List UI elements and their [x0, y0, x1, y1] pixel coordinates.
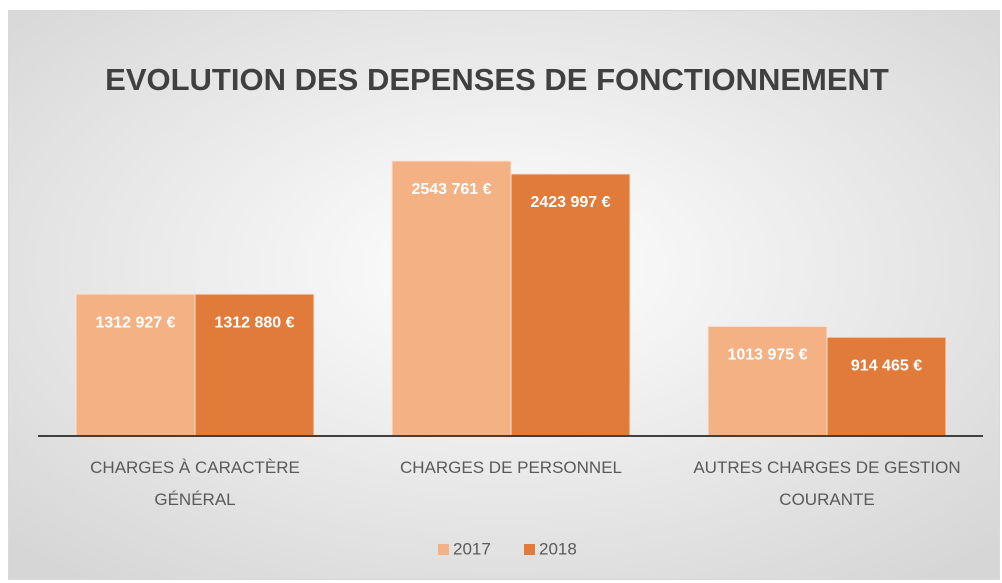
data-label: 2423 997 €	[530, 194, 610, 211]
bar	[75, 293, 196, 437]
chart-title: EVOLUTION DES DEPENSES DE FONCTIONNEMENT	[105, 62, 889, 97]
bar	[510, 173, 631, 437]
bar	[826, 336, 947, 437]
data-label: 1312 880 €	[214, 314, 294, 331]
bar	[391, 160, 512, 437]
data-label: 2543 761 €	[411, 181, 491, 198]
bar	[707, 325, 828, 437]
data-label: 914 465 €	[851, 357, 922, 374]
legend-label: 2018	[539, 539, 577, 558]
x-tick-label: CHARGES À CARACTÈRE GÉNÉRAL	[90, 458, 300, 509]
legend-swatch	[524, 544, 535, 555]
data-label: 1312 927 €	[95, 314, 175, 331]
legend-swatch	[438, 544, 449, 555]
legend-label: 2017	[453, 539, 491, 558]
x-tick-label: CHARGES DE PERSONNEL	[400, 458, 622, 477]
x-tick-label: AUTRES CHARGES DE GESTION COURANTE	[693, 458, 961, 509]
data-label: 1013 975 €	[727, 347, 807, 364]
